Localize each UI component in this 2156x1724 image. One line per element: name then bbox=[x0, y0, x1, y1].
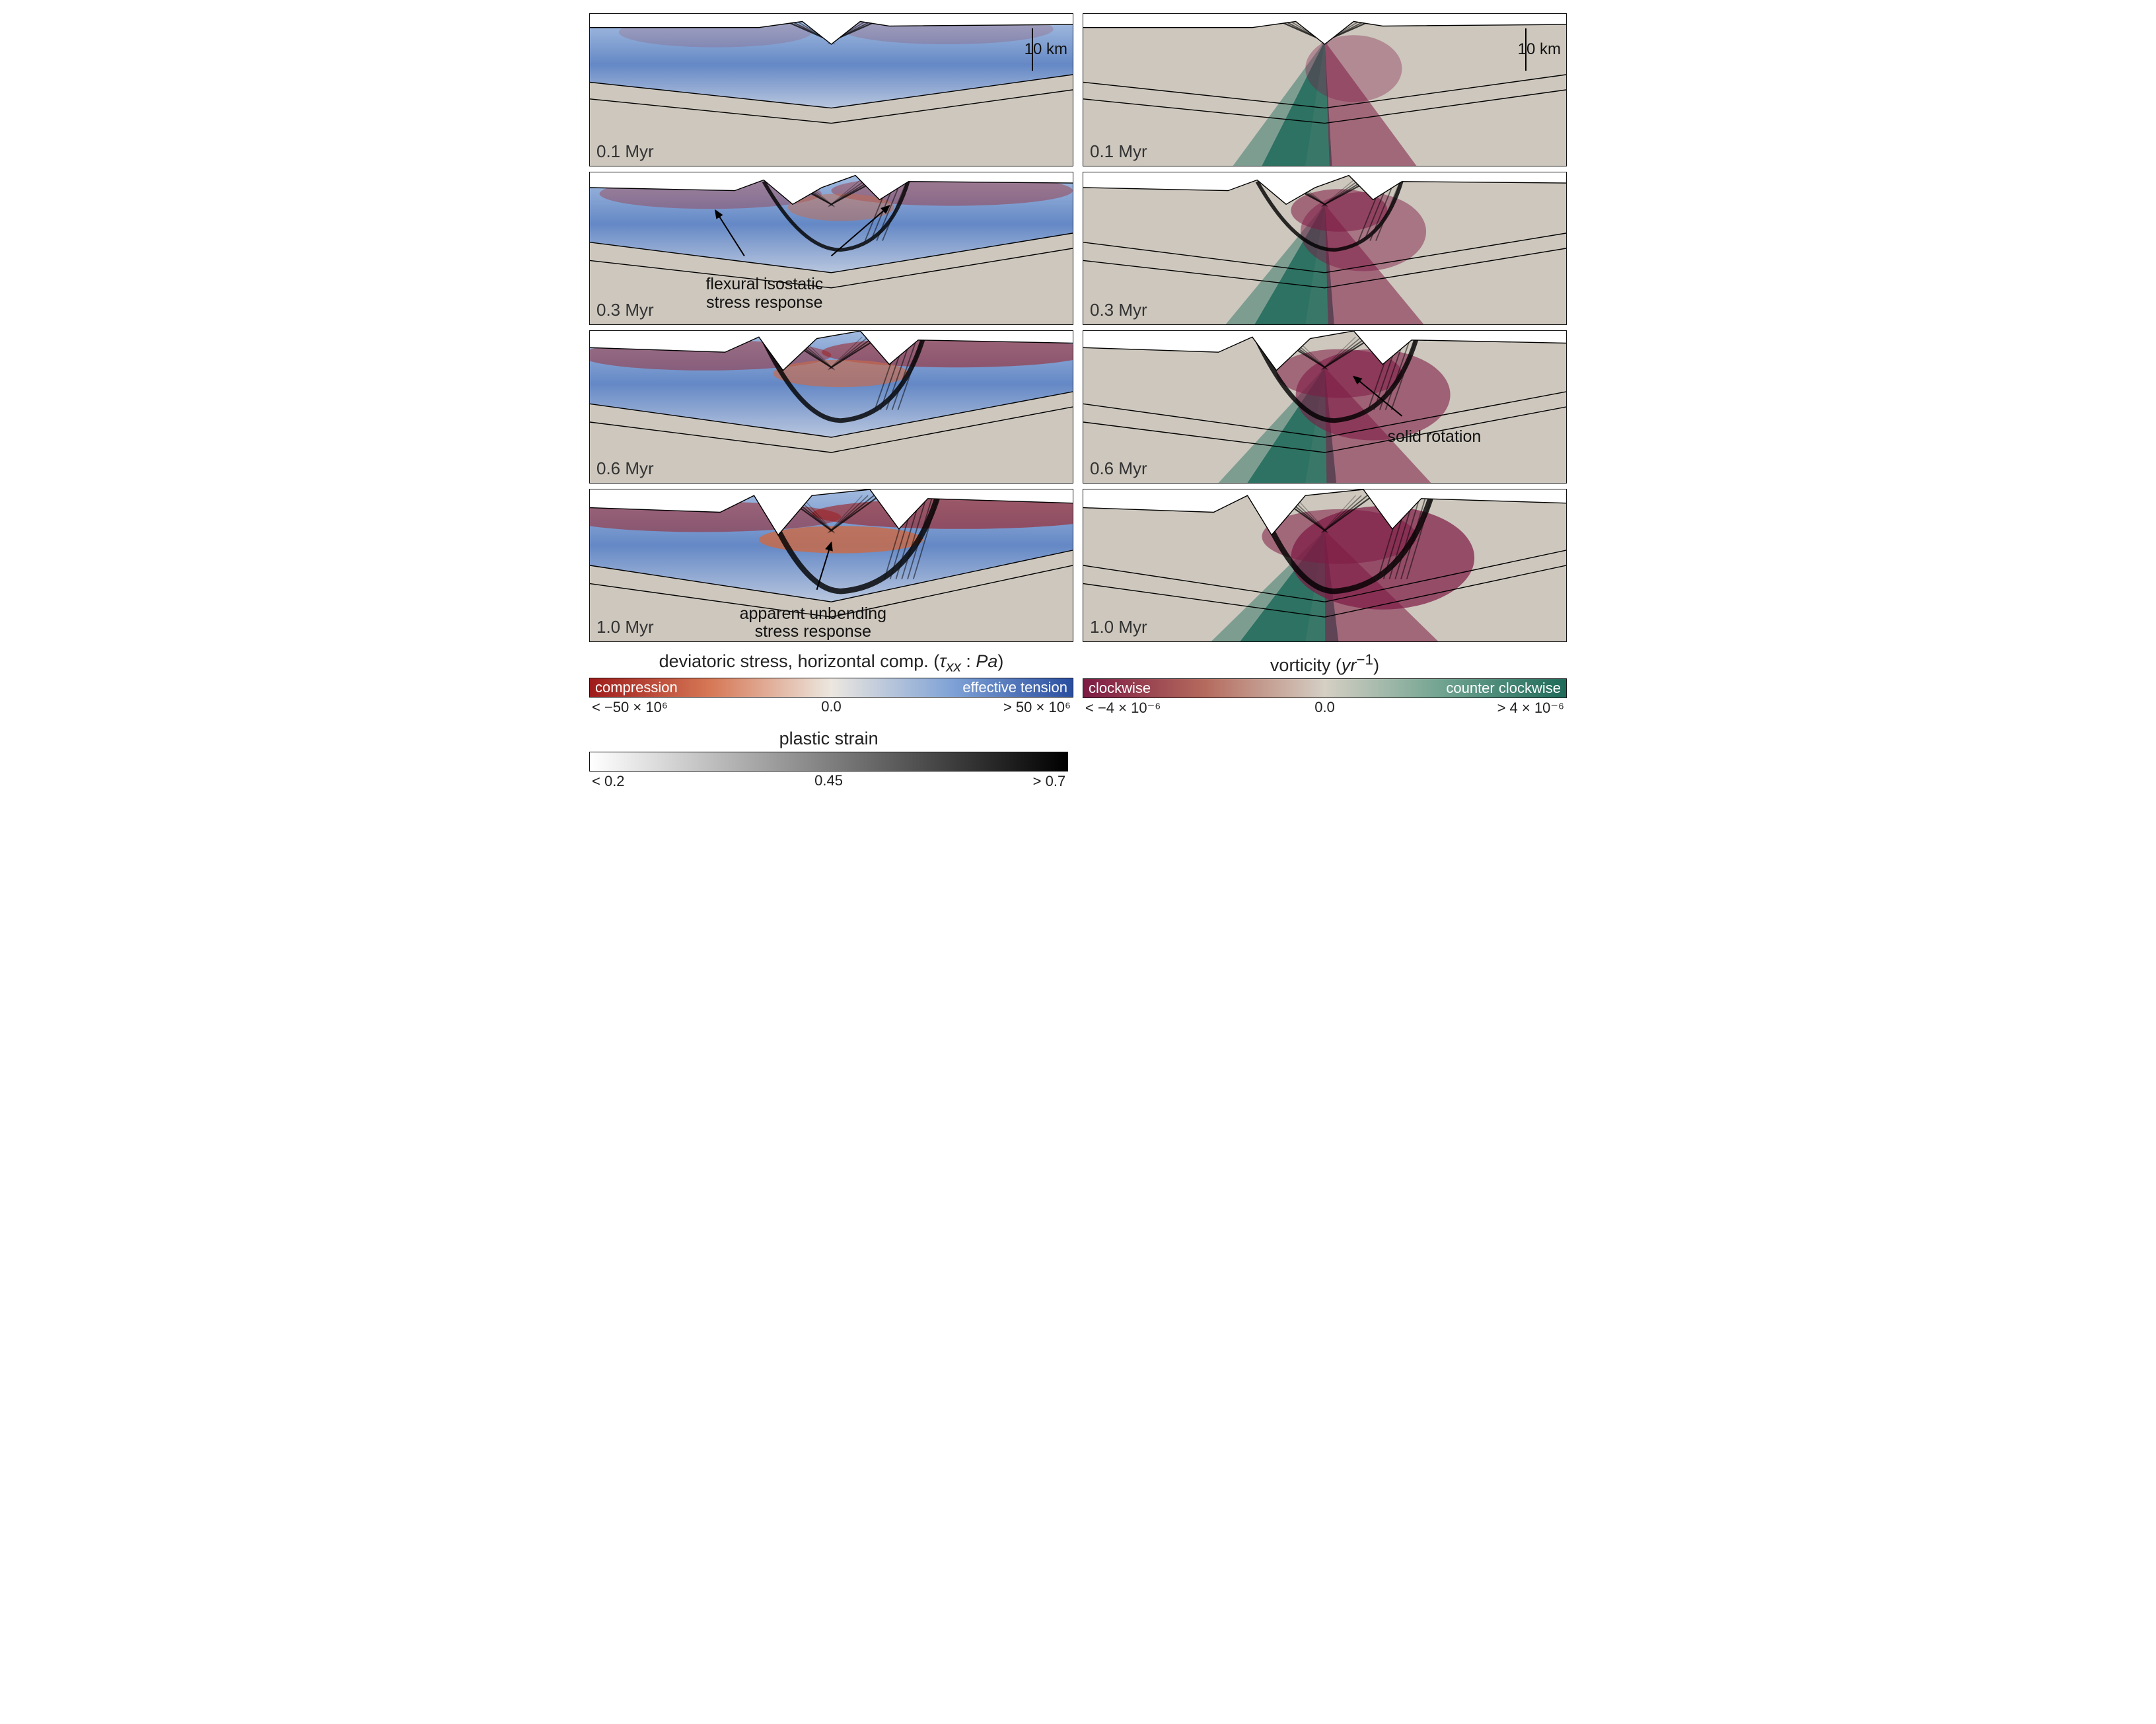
vorticity-right-caption: counter clockwise bbox=[1441, 679, 1566, 698]
stress-left-caption: compression bbox=[590, 678, 683, 697]
time-label: 0.6 Myr bbox=[596, 458, 654, 479]
strain-mid-label: 0.45 bbox=[814, 772, 843, 789]
stress-panel-row0: 0.1 Myr 10 km bbox=[589, 13, 1073, 166]
vorticity-panel-row2: 0.6 Myrsolid rotation bbox=[1083, 330, 1567, 484]
stress-right-caption: effective tension bbox=[957, 678, 1073, 697]
vorticity-panel-row1: 0.3 Myr bbox=[1083, 172, 1567, 325]
panel-grid: 0.1 Myr 10 km 0.1 Myr 10 km 0.3 Myrflexural … bbox=[589, 13, 1567, 642]
time-label: 0.3 Myr bbox=[596, 300, 654, 320]
vorticity-colorbar-block: vorticity (yr−1) clockwise counter clock… bbox=[1083, 651, 1567, 717]
strain-colorbar: 0.45 bbox=[589, 752, 1068, 772]
vorticity-min-label: < −4 × 10⁻⁶ bbox=[1085, 700, 1161, 717]
strain-min-label: < 0.2 bbox=[592, 773, 625, 790]
scale-label: 10 km bbox=[1024, 40, 1067, 59]
vorticity-colorbar: clockwise counter clockwise 0.0 bbox=[1083, 678, 1567, 698]
strain-colorbar-title: plastic strain bbox=[589, 729, 1068, 749]
vorticity-panel-row0: 0.1 Myr 10 km bbox=[1083, 13, 1567, 166]
time-label: 0.6 Myr bbox=[1090, 458, 1147, 479]
figure-root: 0.1 Myr 10 km 0.1 Myr 10 km 0.3 Myrflexural … bbox=[589, 13, 1567, 790]
time-label: 0.1 Myr bbox=[1090, 141, 1147, 162]
stress-panel-row2: 0.6 Myr bbox=[589, 330, 1073, 484]
time-label: 0.1 Myr bbox=[596, 141, 654, 162]
vorticity-max-label: > 4 × 10⁻⁶ bbox=[1497, 700, 1564, 717]
strain-max-label: > 0.7 bbox=[1033, 773, 1066, 790]
time-label: 1.0 Myr bbox=[1090, 617, 1147, 637]
vorticity-mid-label: 0.0 bbox=[1314, 699, 1335, 716]
stress-panel-row1: 0.3 Myrflexural isostaticstress response bbox=[589, 172, 1073, 325]
colorbar-row: deviatoric stress, horizontal comp. (τxx… bbox=[589, 651, 1567, 717]
strain-colorbar-block: plastic strain 0.45 < 0.2 > 0.7 bbox=[589, 729, 1068, 790]
vorticity-panel-row3: 1.0 Myr bbox=[1083, 489, 1567, 642]
stress-mid-label: 0.0 bbox=[821, 698, 842, 715]
stress-min-label: < −50 × 10⁶ bbox=[592, 699, 668, 716]
stress-colorbar-block: deviatoric stress, horizontal comp. (τxx… bbox=[589, 651, 1073, 717]
time-label: 0.3 Myr bbox=[1090, 300, 1147, 320]
stress-max-label: > 50 × 10⁶ bbox=[1003, 699, 1071, 716]
stress-colorbar-title: deviatoric stress, horizontal comp. (τxx… bbox=[589, 651, 1073, 675]
stress-colorbar: compression effective tension 0.0 bbox=[589, 678, 1073, 698]
stress-panel-row3: 1.0 Myrapparent unbendingstress response bbox=[589, 489, 1073, 642]
vorticity-colorbar-title: vorticity (yr−1) bbox=[1083, 651, 1567, 676]
scale-label: 10 km bbox=[1518, 40, 1561, 59]
time-label: 1.0 Myr bbox=[596, 617, 654, 637]
vorticity-left-caption: clockwise bbox=[1083, 679, 1156, 698]
